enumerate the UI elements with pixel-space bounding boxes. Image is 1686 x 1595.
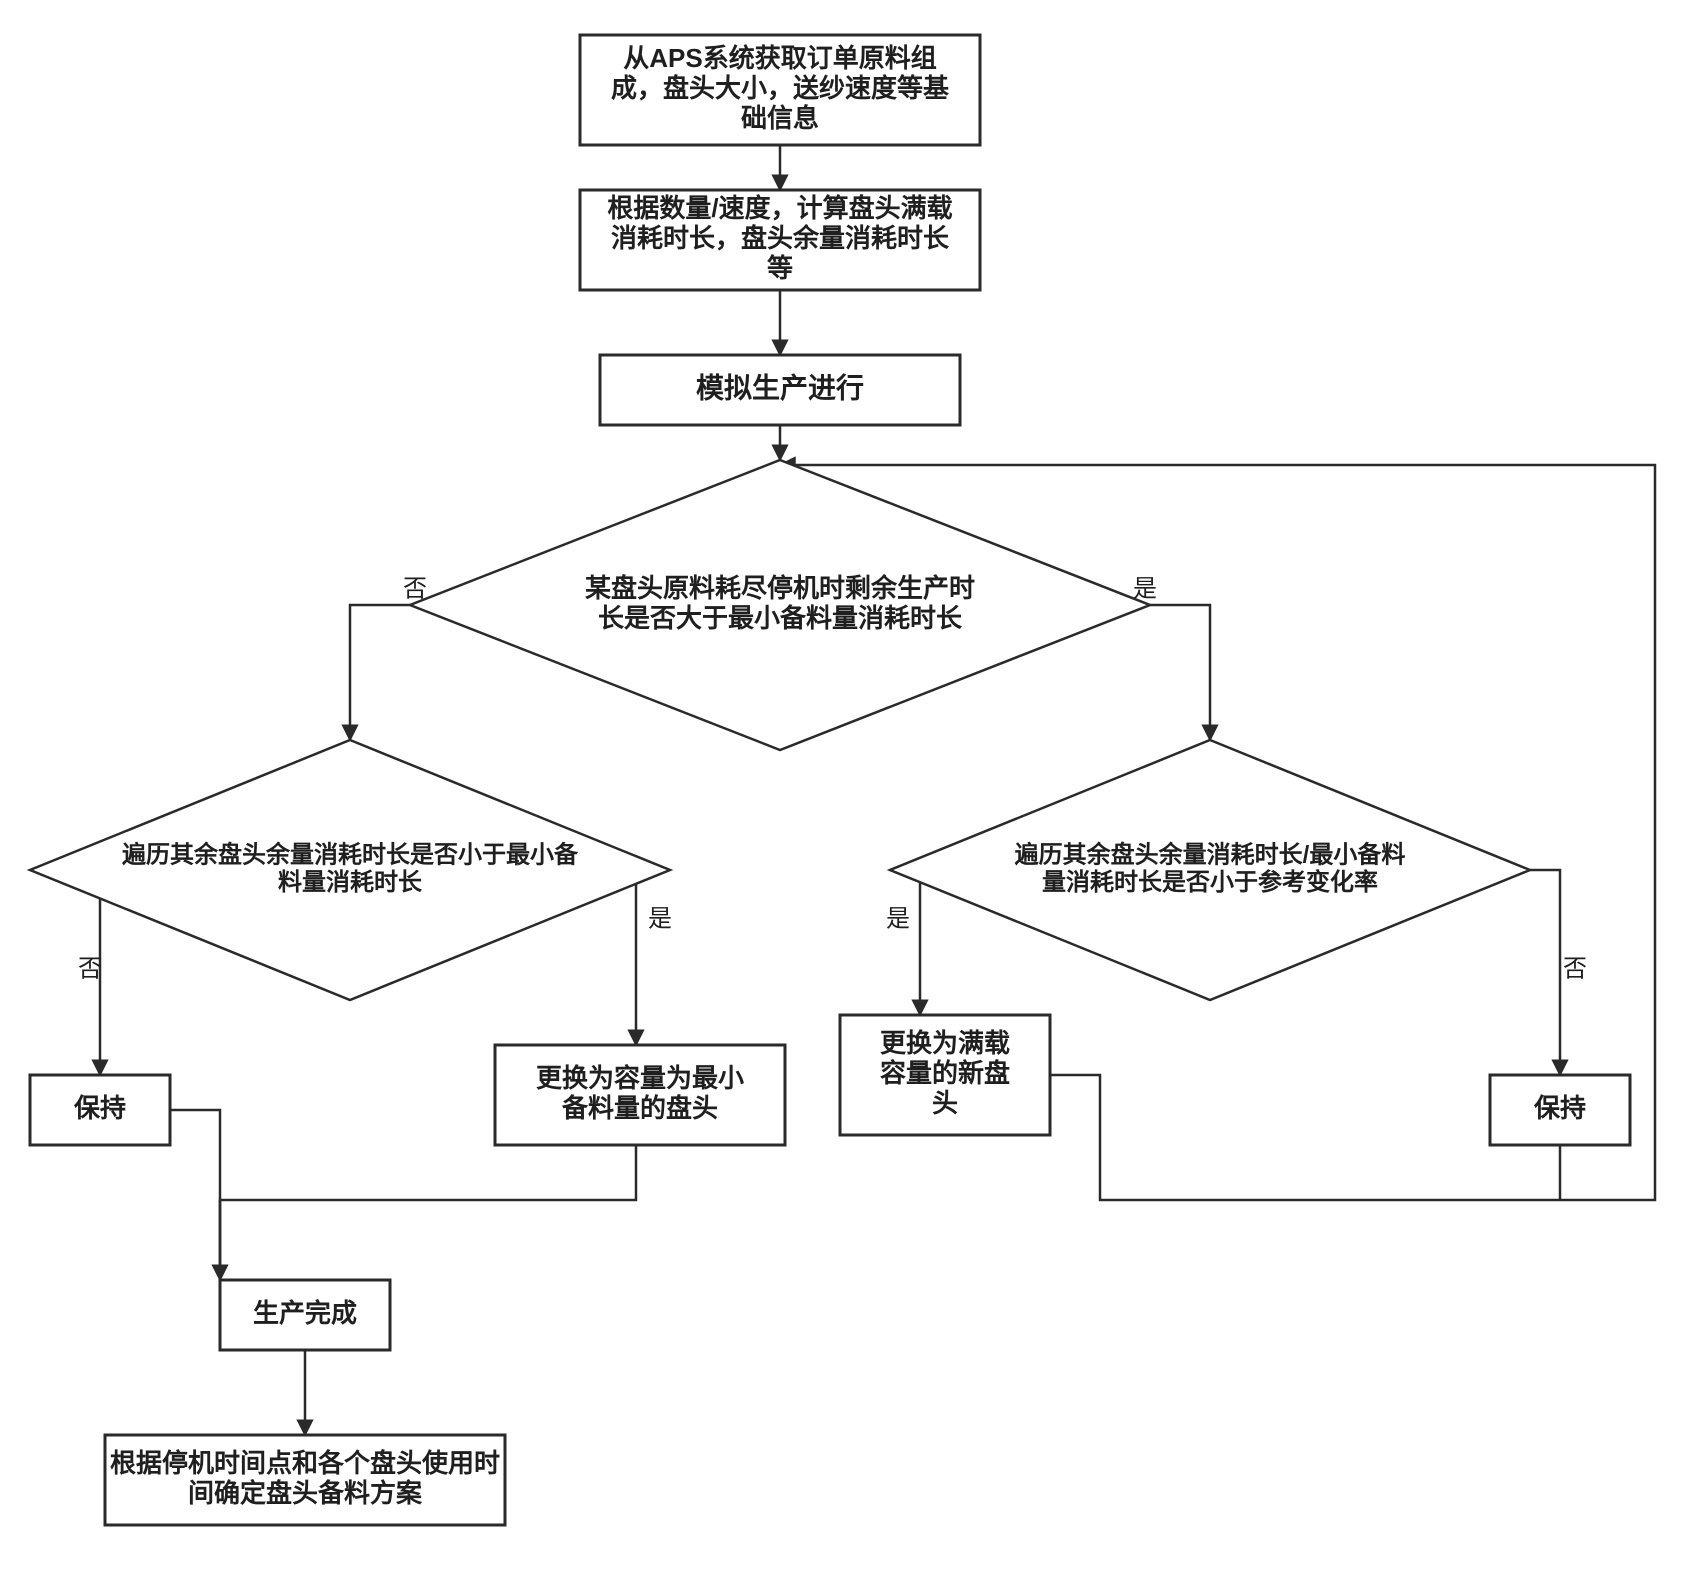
edge-label-e7: 是 — [648, 905, 672, 932]
edge-e4 — [350, 605, 410, 740]
flowchart-canvas: 否是否是是否从APS系统获取订单原料组成，盘头大小，送纱速度等基础信息根据数量/… — [0, 0, 1686, 1595]
d2-text-line-0: 遍历其余盘头余量消耗时长是否小于最小备 — [122, 841, 579, 869]
node-n_done: 生产完成 — [220, 1280, 390, 1350]
n_keep_right-text-line-0: 保持 — [1533, 1093, 1586, 1123]
n_plan-text-line-1: 间确定盘头备料方案 — [188, 1478, 423, 1508]
node-d2: 遍历其余盘头余量消耗时长是否小于最小备料量消耗时长 — [30, 740, 670, 1000]
n_full-text-line-0: 更换为满载 — [880, 1028, 1010, 1058]
node-n_keep_right: 保持 — [1490, 1075, 1630, 1145]
d1-text-line-1: 长是否大于最小备料量消耗时长 — [598, 603, 963, 633]
n_done-text-line-0: 生产完成 — [253, 1298, 357, 1328]
edge-label-e5: 是 — [1133, 575, 1157, 602]
edge-label-e6: 否 — [78, 955, 102, 982]
node-n_keep_left: 保持 — [30, 1075, 170, 1145]
d1-text-line-0: 某盘头原料耗尽停机时剩余生产时 — [585, 573, 975, 603]
d2-text-line-1: 料量消耗时长 — [278, 869, 423, 896]
edge-e10b — [220, 1145, 636, 1280]
n_min-text-line-0: 更换为容量为最小 — [536, 1063, 744, 1093]
node-n2: 根据数量/速度，计算盘头满载消耗时长，盘头余量消耗时长等 — [580, 190, 980, 290]
edge-label-e9: 否 — [1563, 955, 1587, 982]
n1-text-line-2: 础信息 — [741, 103, 819, 133]
d3-text-line-1: 量消耗时长是否小于参考变化率 — [1042, 868, 1378, 896]
edge-e10 — [170, 1110, 220, 1280]
n2-text-line-0: 根据数量/速度，计算盘头满载 — [607, 193, 952, 223]
edge-label-e8: 是 — [886, 905, 910, 932]
n2-text-line-2: 等 — [767, 253, 793, 283]
node-d1: 某盘头原料耗尽停机时剩余生产时长是否大于最小备料量消耗时长 — [410, 460, 1150, 750]
n_plan-text-line-0: 根据停机时间点和各个盘头使用时 — [110, 1448, 500, 1478]
n_keep_left-text-line-0: 保持 — [73, 1093, 126, 1123]
n_full-text-line-1: 容量的新盘 — [880, 1058, 1010, 1088]
n_full-text-line-2: 头 — [932, 1088, 958, 1118]
node-n_full: 更换为满载容量的新盘头 — [840, 1015, 1050, 1135]
n3-text-line-0: 模拟生产进行 — [696, 371, 864, 403]
node-d3: 遍历其余盘头余量消耗时长/最小备料量消耗时长是否小于参考变化率 — [890, 740, 1530, 1000]
n_min-text-line-1: 备料量的盘头 — [561, 1093, 718, 1123]
edge-e5 — [1150, 605, 1210, 740]
node-n1: 从APS系统获取订单原料组成，盘头大小，送纱速度等基础信息 — [580, 35, 980, 145]
edge-label-e4: 否 — [403, 575, 427, 602]
edge-e9 — [1530, 870, 1560, 1075]
n2-text-line-1: 消耗时长，盘头余量消耗时长 — [611, 223, 950, 253]
n1-text-line-1: 成，盘头大小，送纱速度等基 — [611, 73, 950, 103]
n1-text-line-0: 从APS系统获取订单原料组 — [623, 43, 936, 73]
node-n_min: 更换为容量为最小备料量的盘头 — [495, 1045, 785, 1145]
node-n3: 模拟生产进行 — [600, 355, 960, 425]
node-n_plan: 根据停机时间点和各个盘头使用时间确定盘头备料方案 — [105, 1435, 505, 1525]
d3-text-line-0: 遍历其余盘头余量消耗时长/最小备料 — [1015, 841, 1406, 869]
